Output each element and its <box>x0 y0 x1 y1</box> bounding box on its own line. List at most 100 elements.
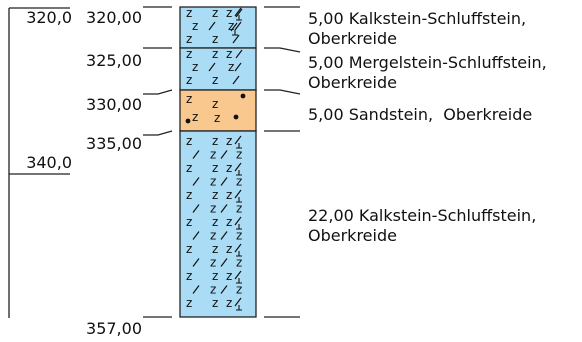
depth-mark-335 <box>143 130 173 136</box>
limestone-symbol <box>192 204 200 213</box>
marl-symbol <box>234 135 242 145</box>
limestone-symbol <box>208 21 216 31</box>
silt-symbol: z <box>212 161 218 175</box>
limestone-symbol <box>235 8 243 18</box>
silt-symbol: z <box>226 134 232 148</box>
marl-symbol <box>236 143 242 149</box>
layer-4-rect <box>179 130 257 318</box>
silt-symbol: z <box>228 19 234 33</box>
silt-symbol: z <box>236 229 242 243</box>
layer-2-age: Oberkreide <box>308 73 397 92</box>
marl-symbol <box>234 189 242 199</box>
silt-symbol: z <box>212 134 218 148</box>
layer-3-thickness: 5,00 <box>308 105 344 124</box>
limestone-symbol <box>208 62 216 72</box>
lithology-symbols: z z zz zz zz z zz zz zz zz zz z zz zz z zz zz z zz zz z zz zz z… <box>185 6 246 311</box>
layer-1-thickness: 5,00 <box>308 9 344 28</box>
silt-symbol: z <box>186 188 192 202</box>
silt-symbol: z <box>210 283 216 297</box>
limestone-symbol <box>220 258 228 267</box>
silt-symbol: z <box>192 60 198 74</box>
silt-symbol: z <box>212 269 218 283</box>
layer-3-age: Oberkreide <box>443 105 533 124</box>
layer-1-rect <box>179 6 257 49</box>
marl-symbol <box>236 305 242 311</box>
limestone-symbol <box>232 34 240 44</box>
limestone-symbol <box>234 62 242 72</box>
silt-symbol: z <box>226 242 232 256</box>
marl-symbol <box>236 224 242 230</box>
silt-symbol: z <box>212 296 218 310</box>
silt-symbol: z <box>212 215 218 229</box>
limestone-symbol <box>220 177 228 186</box>
silt-symbol: z <box>186 269 192 283</box>
layer-4-thickness: 22,00 <box>308 206 354 225</box>
layer-2-lithology: Mergelstein-Schluffstein, <box>348 53 547 72</box>
layer-3-lithology: Sandstein, <box>348 105 434 124</box>
silt-symbol: z <box>186 6 192 20</box>
marl-symbol <box>230 22 238 32</box>
silt-symbol: z <box>236 148 242 162</box>
silt-symbol: z <box>192 110 198 124</box>
silt-symbol: z <box>226 188 232 202</box>
silt-symbol: z <box>212 242 218 256</box>
marl-symbol <box>234 243 242 253</box>
silt-symbol: z <box>212 188 218 202</box>
limestone-symbol <box>220 204 228 213</box>
limestone-symbol <box>220 150 228 159</box>
silt-symbol: z <box>210 256 216 270</box>
layer-1-age: Oberkreide <box>308 29 397 48</box>
limestone-symbol <box>232 75 240 85</box>
limestone-symbol <box>192 231 200 240</box>
silt-symbol: z <box>186 296 192 310</box>
silt-symbol: z <box>186 215 192 229</box>
depth-label-320: 320,00 <box>86 8 142 27</box>
sand-grain-symbol <box>240 93 246 99</box>
silt-symbol: z <box>212 6 218 20</box>
limestone-symbol <box>192 150 200 159</box>
layer-4-age: Oberkreide <box>308 226 397 245</box>
layer-4-description: 22,00 Kalkstein-Schluffstein, Oberkreide <box>308 206 536 246</box>
layer-3-description: 5,00 Sandstein, Oberkreide <box>308 105 532 125</box>
silt-symbol: z <box>212 73 218 87</box>
limestone-symbol <box>234 21 242 31</box>
scale-label-340: 340,0 <box>26 153 72 172</box>
marl-symbol <box>236 197 242 203</box>
sand-grain-symbol <box>233 114 239 120</box>
layer-1-lithology: Kalkstein-Schluffstein, <box>348 9 527 28</box>
marl-symbol <box>232 30 238 36</box>
limestone-symbol <box>192 258 200 267</box>
depth-label-330: 330,00 <box>86 95 142 114</box>
boundary-right-3 <box>264 89 301 95</box>
silt-symbol: z <box>186 73 192 87</box>
marl-symbol <box>234 7 242 17</box>
layer-4-lithology: Kalkstein-Schluffstein, <box>358 206 537 225</box>
silt-symbol: z <box>226 215 232 229</box>
marl-symbol <box>236 278 242 284</box>
layer-1-description: 5,00 Kalkstein-Schluffstein, Oberkreide <box>308 9 526 49</box>
marl-symbol <box>234 162 242 172</box>
silt-symbol: z <box>186 161 192 175</box>
silt-symbol: z <box>236 256 242 270</box>
silt-symbol: z <box>212 47 218 61</box>
depth-label-335: 335,00 <box>86 134 142 153</box>
silt-symbol: z <box>236 283 242 297</box>
depth-mark-330 <box>143 89 173 95</box>
silt-symbol: z <box>186 242 192 256</box>
silt-symbol: z <box>212 97 218 111</box>
silt-symbol: z <box>186 134 192 148</box>
sand-grain-symbol <box>185 118 191 124</box>
silt-symbol: z <box>192 19 198 33</box>
marl-symbol <box>236 15 242 21</box>
silt-symbol: z <box>226 269 232 283</box>
marl-symbol <box>234 216 242 226</box>
depth-label-325: 325,00 <box>86 51 142 70</box>
silt-symbol: z <box>226 296 232 310</box>
silt-symbol: z <box>212 32 218 46</box>
marl-symbol <box>236 251 242 257</box>
silt-symbol: z <box>236 202 242 216</box>
layer-2-rect <box>179 47 257 91</box>
depth-label-357: 357,00 <box>86 319 142 338</box>
